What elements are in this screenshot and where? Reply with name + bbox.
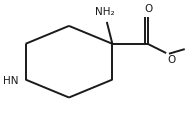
- Text: O: O: [144, 4, 153, 14]
- Text: NH₂: NH₂: [95, 7, 115, 17]
- Text: O: O: [167, 55, 175, 65]
- Text: HN: HN: [3, 76, 18, 86]
